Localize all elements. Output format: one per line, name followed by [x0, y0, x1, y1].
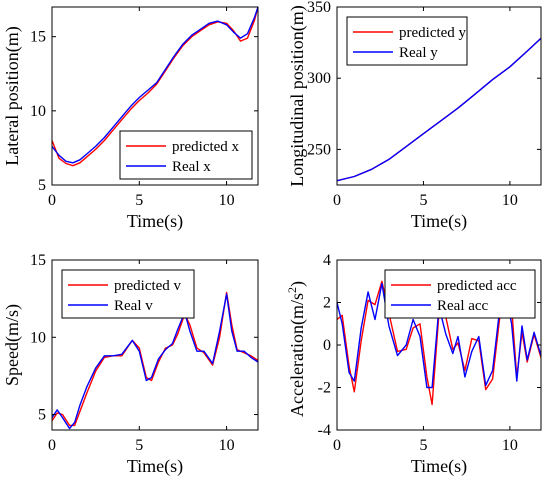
legend-label-1: predicted v: [114, 278, 182, 294]
axes-box: [51, 259, 259, 431]
legend: predicted v Real v: [61, 269, 195, 319]
y-tick-label: 5: [38, 407, 46, 424]
y-axis-label: Lateral position(m): [2, 26, 23, 165]
y-axis-label-end: ): [287, 281, 308, 287]
chart-2: 0 5 10 250 300 350 Time(s) Longitudinal positio…: [287, 0, 542, 232]
series-line-1: [52, 7, 258, 167]
y-tick-label: 10: [30, 329, 46, 346]
y-tick-label: -2: [318, 380, 331, 397]
y-axis-label: Acceleration(m/s2): [285, 281, 308, 417]
x-tick-label: 10: [219, 192, 235, 209]
legend-box: [119, 130, 253, 180]
legend-box: [346, 16, 468, 66]
x-tick-label: 0: [333, 192, 341, 209]
y-tick-label: 15: [30, 252, 46, 269]
y-axis-label-sup: 2: [285, 287, 299, 293]
x-axis-label: Time(s): [127, 211, 183, 232]
x-axis-label: Time(s): [411, 456, 467, 477]
x-axis-label: Time(s): [127, 456, 183, 477]
y-tick-label: 350: [307, 0, 331, 16]
series-line-1: [52, 291, 258, 427]
y-tick-label: 10: [30, 103, 46, 120]
legend-box: [61, 269, 195, 319]
axes-box: [51, 6, 259, 186]
x-tick-label: 0: [48, 192, 56, 209]
x-tick-label: 5: [135, 437, 143, 454]
x-tick-label: 0: [333, 437, 341, 454]
legend: predicted x Real x: [119, 130, 253, 180]
legend-label-2: Real y: [399, 45, 438, 61]
legend-box: [384, 269, 536, 319]
legend-label-2: Real x: [172, 159, 211, 175]
series-line-2: [337, 282, 541, 389]
legend-label-1: predicted acc: [437, 278, 517, 294]
y-tick-label: 15: [30, 29, 46, 46]
y-tick-label: 250: [307, 141, 331, 158]
legend-label-1: predicted x: [172, 139, 240, 155]
y-tick-label: 4: [323, 252, 331, 269]
legend-label-2: Real v: [114, 298, 153, 314]
series-line-2: [52, 7, 258, 164]
y-tick-label: 2: [323, 295, 331, 312]
legend: predicted y Real y: [346, 16, 468, 66]
x-tick-label: 5: [419, 192, 427, 209]
x-tick-label: 10: [219, 437, 235, 454]
y-tick-label: -4: [318, 422, 331, 439]
y-tick-label: 0: [323, 337, 331, 354]
x-tick-label: 0: [48, 437, 56, 454]
legend-label-1: predicted y: [399, 25, 467, 41]
y-tick-label: 5: [38, 177, 46, 194]
axes-box: [336, 6, 542, 186]
y-axis-label-main: Acceleration(m/s: [287, 293, 308, 417]
y-tick-label: 300: [307, 70, 331, 87]
x-tick-label: 5: [419, 437, 427, 454]
legend-label-2: Real acc: [437, 298, 489, 314]
y-axis-label: Longitudinal position(m): [287, 5, 308, 187]
series-line-2: [52, 293, 258, 430]
x-tick-label: 10: [502, 192, 518, 209]
series-line-2: [337, 37, 541, 182]
x-tick-label: 5: [135, 192, 143, 209]
x-tick-label: 10: [502, 437, 518, 454]
legend: predicted acc Real acc: [384, 269, 536, 319]
x-axis-label: Time(s): [411, 211, 467, 232]
y-axis-label: Speed(m/s): [2, 304, 23, 386]
